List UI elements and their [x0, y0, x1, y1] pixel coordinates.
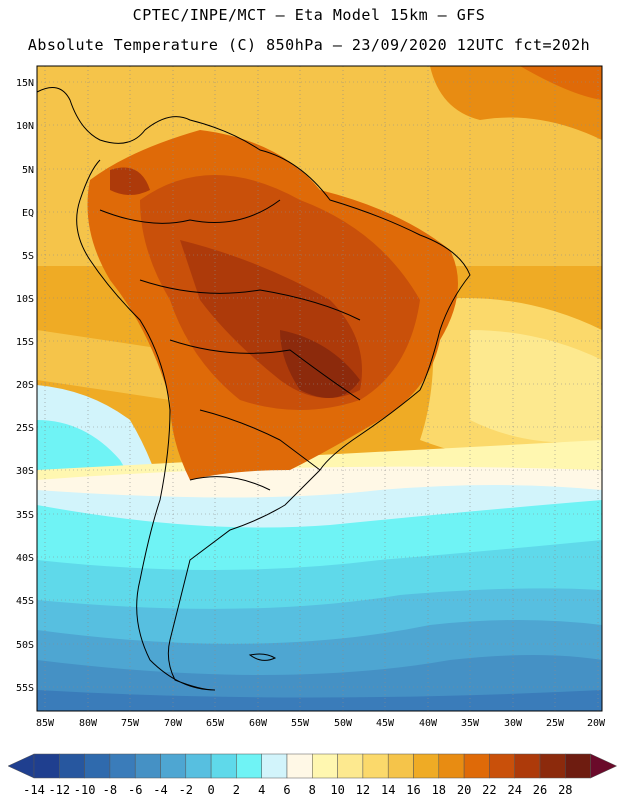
colorbar-swatch — [286, 753, 313, 779]
colorbar-tick-label: -8 — [103, 783, 117, 797]
latitude-label: 50S — [16, 640, 34, 651]
colorbar-swatch — [261, 753, 288, 779]
latitude-labels: 15N 10N 5N EQ 5S 10S 15S 20S 25S 30S 35S 40S 45S 50S 5… — [16, 78, 34, 694]
colorbar-tick-label: -14 — [23, 783, 45, 797]
colorbar-tick-label: -6 — [128, 783, 142, 797]
longitude-label: 80W — [79, 718, 98, 729]
colorbar-swatch — [33, 753, 60, 779]
colorbar-swatch — [539, 753, 566, 779]
longitude-label: 50W — [334, 718, 353, 729]
colorbar-swatch — [84, 753, 111, 779]
colorbar-tick-label: 16 — [406, 783, 420, 797]
latitude-label: 10S — [16, 294, 34, 305]
colorbar-tick-label: 8 — [309, 783, 316, 797]
colorbar-swatch — [565, 753, 591, 779]
colorbar-tick-label: 14 — [381, 783, 395, 797]
colorbar — [7, 753, 618, 779]
colorbar-tick-label: 20 — [457, 783, 471, 797]
colorbar-tick-label: 6 — [283, 783, 290, 797]
colorbar-swatch — [236, 753, 262, 779]
longitude-label: 65W — [206, 718, 225, 729]
colorbar-tick-label: 26 — [533, 783, 547, 797]
colorbar-tick-label: 28 — [558, 783, 572, 797]
colorbar-swatch — [337, 753, 364, 779]
colorbar-high-arrow — [590, 753, 618, 779]
longitude-label: 25W — [546, 718, 565, 729]
colorbar-tick-label: -4 — [153, 783, 167, 797]
colorbar-labels: -14 -12 -10 -8 -6 -4 -2 0 2 4 6 8 10 12 14 16 18 20 22 24 26… — [23, 783, 572, 797]
colorbar-tick-label: -10 — [74, 783, 96, 797]
latitude-label: 20S — [16, 380, 34, 391]
colorbar-swatch — [489, 753, 515, 779]
latitude-label: 25S — [16, 423, 34, 434]
colorbar-swatch — [210, 753, 237, 779]
temperature-field — [37, 66, 602, 711]
longitude-label: 85W — [36, 718, 55, 729]
colorbar-swatch — [514, 753, 541, 779]
colorbar-swatch — [109, 753, 136, 779]
colorbar-tick-label: 10 — [330, 783, 344, 797]
chart-title-line1: CPTEC/INPE/MCT – Eta Model 15km – GFS — [132, 6, 486, 24]
latitude-label: 15S — [16, 337, 34, 348]
colorbar-swatch — [185, 753, 212, 779]
longitude-label: 60W — [249, 718, 268, 729]
latitude-label: 40S — [16, 553, 34, 564]
colorbar-tick-label: -12 — [48, 783, 70, 797]
colorbar-swatch — [463, 753, 490, 779]
colorbar-low-arrow — [7, 753, 35, 779]
map-frame — [36, 65, 603, 712]
colorbar-swatch — [59, 753, 85, 779]
longitude-label: 55W — [291, 718, 310, 729]
colorbar-swatch — [134, 753, 161, 779]
coastlines — [37, 87, 471, 691]
colorbar-tick-label: 4 — [258, 783, 265, 797]
colorbar-tick-label: 18 — [432, 783, 446, 797]
latitude-label: 15N — [16, 78, 34, 89]
colorbar-tick-label: 2 — [233, 783, 240, 797]
latitude-label: 30S — [16, 466, 34, 477]
longitude-label: 45W — [376, 718, 395, 729]
colorbar-tick-label: -2 — [179, 783, 193, 797]
longitude-label: 20W — [587, 718, 606, 729]
chart-title-line2: Absolute Temperature (C) 850hPa – 23/09/… — [27, 36, 591, 54]
latitude-label: 5N — [22, 165, 34, 176]
colorbar-swatch — [160, 753, 187, 779]
latitude-label: 45S — [16, 596, 34, 607]
colorbar-tick-label: 0 — [207, 783, 214, 797]
longitude-labels: 85W 80W 75W 70W 65W 60W 55W 50W 45W 40W 35W 30W 25W 2… — [36, 718, 606, 729]
latitude-label: 55S — [16, 683, 34, 694]
colorbar-swatch — [387, 753, 414, 779]
latitude-label: 10N — [16, 121, 34, 132]
longitude-label: 30W — [504, 718, 523, 729]
latitude-label: 5S — [22, 251, 34, 262]
longitude-label: 35W — [461, 718, 480, 729]
colorbar-swatch — [312, 753, 338, 779]
colorbar-tick-label: 12 — [356, 783, 370, 797]
latitude-label: EQ — [22, 208, 34, 219]
latitude-label: 35S — [16, 510, 34, 521]
longitude-label: 70W — [164, 718, 183, 729]
longitude-label: 40W — [419, 718, 438, 729]
longitude-label: 75W — [121, 718, 140, 729]
colorbar-tick-label: 24 — [507, 783, 521, 797]
colorbar-swatch — [362, 753, 389, 779]
colorbar-swatch — [438, 753, 465, 779]
colorbar-tick-label: 22 — [482, 783, 496, 797]
colorbar-swatch — [413, 753, 440, 779]
